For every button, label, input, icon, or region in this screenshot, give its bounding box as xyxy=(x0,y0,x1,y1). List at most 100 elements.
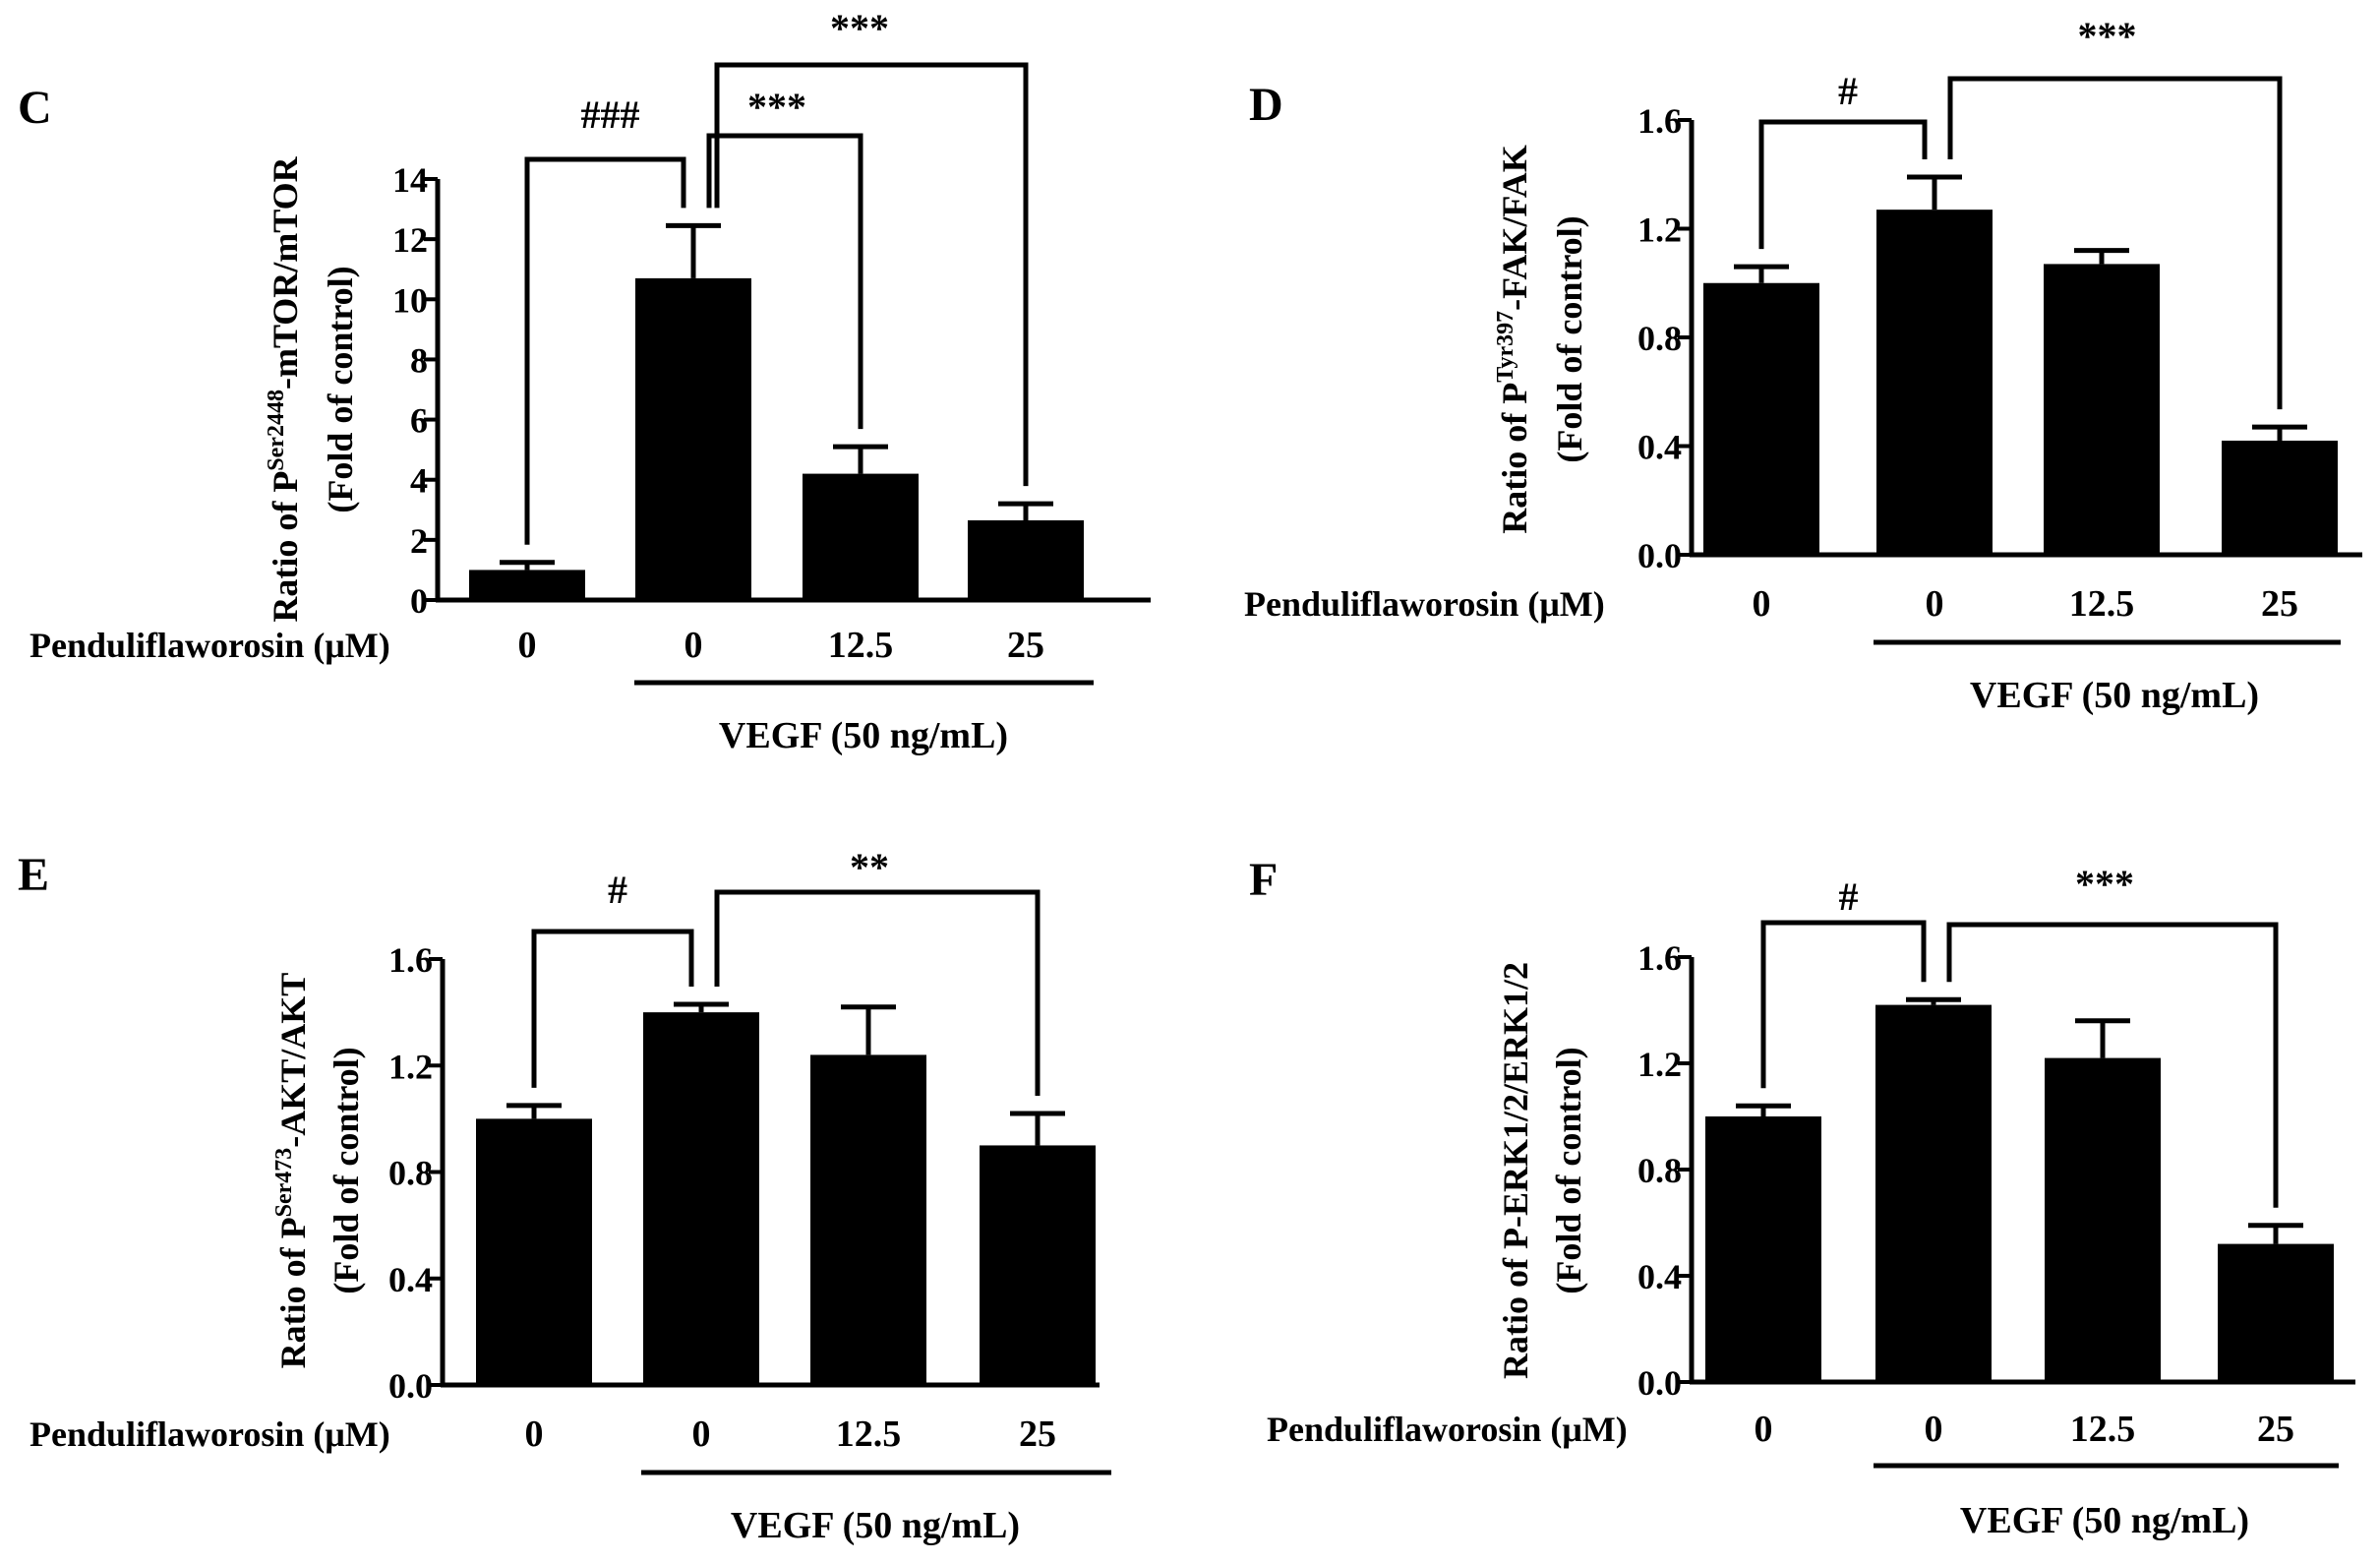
significance-bracket xyxy=(1947,76,2283,410)
y-axis-label: Ratio of P-ERK1/2/ERK1/2 xyxy=(1496,962,1535,1379)
y-tick-label: 0.0 xyxy=(388,1366,433,1406)
category-label: 25 xyxy=(2257,1409,2294,1450)
bar xyxy=(469,570,585,600)
y-axis-label-prefix: Ratio of P xyxy=(273,1217,313,1368)
category-label: 0 xyxy=(1755,1409,1773,1450)
bar xyxy=(980,1145,1096,1385)
significance-label: *** xyxy=(747,85,806,129)
group-label: VEGF (50 ng/mL) xyxy=(731,1505,1020,1546)
y-axis-label-superscript: Ser473 xyxy=(271,1148,297,1218)
y-tick-label: 1.2 xyxy=(1637,211,1682,250)
y-tick-label: 0 xyxy=(410,581,428,621)
significance-bracket xyxy=(714,62,1029,487)
category-label: 0 xyxy=(684,625,703,666)
bar xyxy=(476,1118,592,1385)
bar xyxy=(2218,1243,2334,1382)
panel-e-chart: E 0.0 0.4 0.8 1.2 1.6 0 0 12.5 25 # ** Penduliflawor… xyxy=(18,845,1111,1546)
y-tick-label: 0.0 xyxy=(1637,1363,1682,1403)
category-label: 0 xyxy=(692,1414,711,1455)
y-axis-label-superscript: Tyr397 xyxy=(1493,311,1518,383)
row-label: Penduliflaworosin (μM) xyxy=(30,1414,390,1454)
y-tick-label: 1.2 xyxy=(388,1047,433,1086)
significance-bracket xyxy=(1946,922,2279,1208)
category-label: 12.5 xyxy=(2070,1409,2136,1450)
significance-label: *** xyxy=(2075,862,2134,906)
y-axis-label-line2: (Fold of control) xyxy=(1550,215,1589,462)
y-axis-label-suffix: -mTOR/mTOR xyxy=(266,155,305,390)
y-tick-label: 8 xyxy=(410,340,428,380)
bar xyxy=(1876,210,1993,555)
row-label: Penduliflaworosin (μM) xyxy=(30,626,390,665)
bar xyxy=(810,1054,926,1385)
significance-label: # xyxy=(608,868,627,912)
bar xyxy=(2044,264,2160,555)
bar xyxy=(1705,1116,1821,1382)
significance-label: # xyxy=(1839,874,1859,919)
panel-d-chart: D 0.0 0.4 0.8 1.2 1.6 0 0 12.5 25 # *** Penduliflawo… xyxy=(1244,14,2362,716)
category-label: 0 xyxy=(1925,1409,1943,1450)
y-tick-label: 0.4 xyxy=(1637,1257,1682,1296)
y-tick-label: 10 xyxy=(392,280,428,320)
y-tick-label: 0.4 xyxy=(1637,428,1682,467)
significance-bracket xyxy=(524,156,686,545)
group-label: VEGF (50 ng/mL) xyxy=(1960,1500,2249,1541)
significance-label: ** xyxy=(850,845,889,889)
y-axis-label: Ratio of PTyr397-FAK/FAK xyxy=(1493,145,1534,534)
y-tick-label: 1.6 xyxy=(1637,938,1682,978)
y-tick-label: 1.6 xyxy=(388,940,433,980)
y-tick-label: 0.8 xyxy=(388,1154,433,1193)
category-label: 0 xyxy=(525,1414,544,1455)
y-axis-label-superscript: Ser2448 xyxy=(264,390,289,471)
category-label: 25 xyxy=(1007,625,1044,666)
significance-bracket xyxy=(531,929,694,1088)
category-label: 0 xyxy=(1753,583,1771,625)
y-axis-label-suffix: -AKT/AKT xyxy=(273,973,313,1148)
category-label: 12.5 xyxy=(2069,583,2135,625)
y-tick-label: 1.6 xyxy=(1637,101,1682,141)
y-axis-label: Ratio of PSer473-AKT/AKT xyxy=(271,973,313,1369)
panel-letter: F xyxy=(1249,854,1278,906)
y-tick-label: 1.2 xyxy=(1637,1045,1682,1084)
y-tick-label: 0.8 xyxy=(1637,319,1682,358)
category-label: 25 xyxy=(2261,583,2298,625)
bar xyxy=(1875,1004,1992,1382)
category-label: 0 xyxy=(518,625,537,666)
y-tick-label: 14 xyxy=(392,160,428,200)
y-axis-label-line2: (Fold of control) xyxy=(1549,1047,1588,1293)
bar xyxy=(2222,440,2338,555)
y-tick-label: 4 xyxy=(410,461,428,501)
y-axis-label: Ratio of PSer2448-mTOR/mTOR xyxy=(264,155,305,622)
y-tick-label: 0.4 xyxy=(388,1260,433,1299)
significance-label: *** xyxy=(830,6,889,50)
category-label: 0 xyxy=(1926,583,1944,625)
bar xyxy=(803,473,919,600)
category-label: 12.5 xyxy=(836,1414,902,1455)
category-label: 25 xyxy=(1019,1414,1056,1455)
significance-bracket xyxy=(1758,119,1928,250)
significance-bracket xyxy=(706,133,863,430)
y-axis-label-prefix: Ratio of P xyxy=(1495,383,1534,534)
y-axis-label-suffix: -FAK/FAK xyxy=(1495,145,1534,311)
row-label: Penduliflaworosin (μM) xyxy=(1244,584,1605,624)
bar xyxy=(643,1012,759,1385)
category-label: 12.5 xyxy=(828,625,894,666)
y-axis-label-line2: (Fold of control) xyxy=(321,266,360,512)
panel-f-chart: F 0.0 0.4 0.8 1.2 1.6 0 0 12.5 25 # *** Penduliflawo… xyxy=(1249,854,2355,1541)
y-tick-label: 0.8 xyxy=(1637,1151,1682,1190)
panel-c-chart: C 0 2 4 6 8 10 12 14 0 0 12.5 25 ### *** *** Penduliflaw… xyxy=(18,6,1151,756)
significance-label: ### xyxy=(581,92,640,137)
panel-letter: C xyxy=(18,82,52,134)
bar xyxy=(968,519,1084,600)
group-label: VEGF (50 ng/mL) xyxy=(719,715,1008,756)
significance-label: *** xyxy=(2078,14,2137,58)
bar xyxy=(1703,282,1819,555)
significance-bracket xyxy=(1760,920,1927,1089)
bar xyxy=(2045,1057,2161,1382)
significance-bracket xyxy=(714,889,1041,1096)
y-tick-label: 2 xyxy=(410,521,428,561)
group-label: VEGF (50 ng/mL) xyxy=(1970,675,2259,716)
bar xyxy=(635,277,751,600)
row-label: Penduliflaworosin (μM) xyxy=(1267,1410,1628,1449)
panel-letter: D xyxy=(1249,79,1283,131)
